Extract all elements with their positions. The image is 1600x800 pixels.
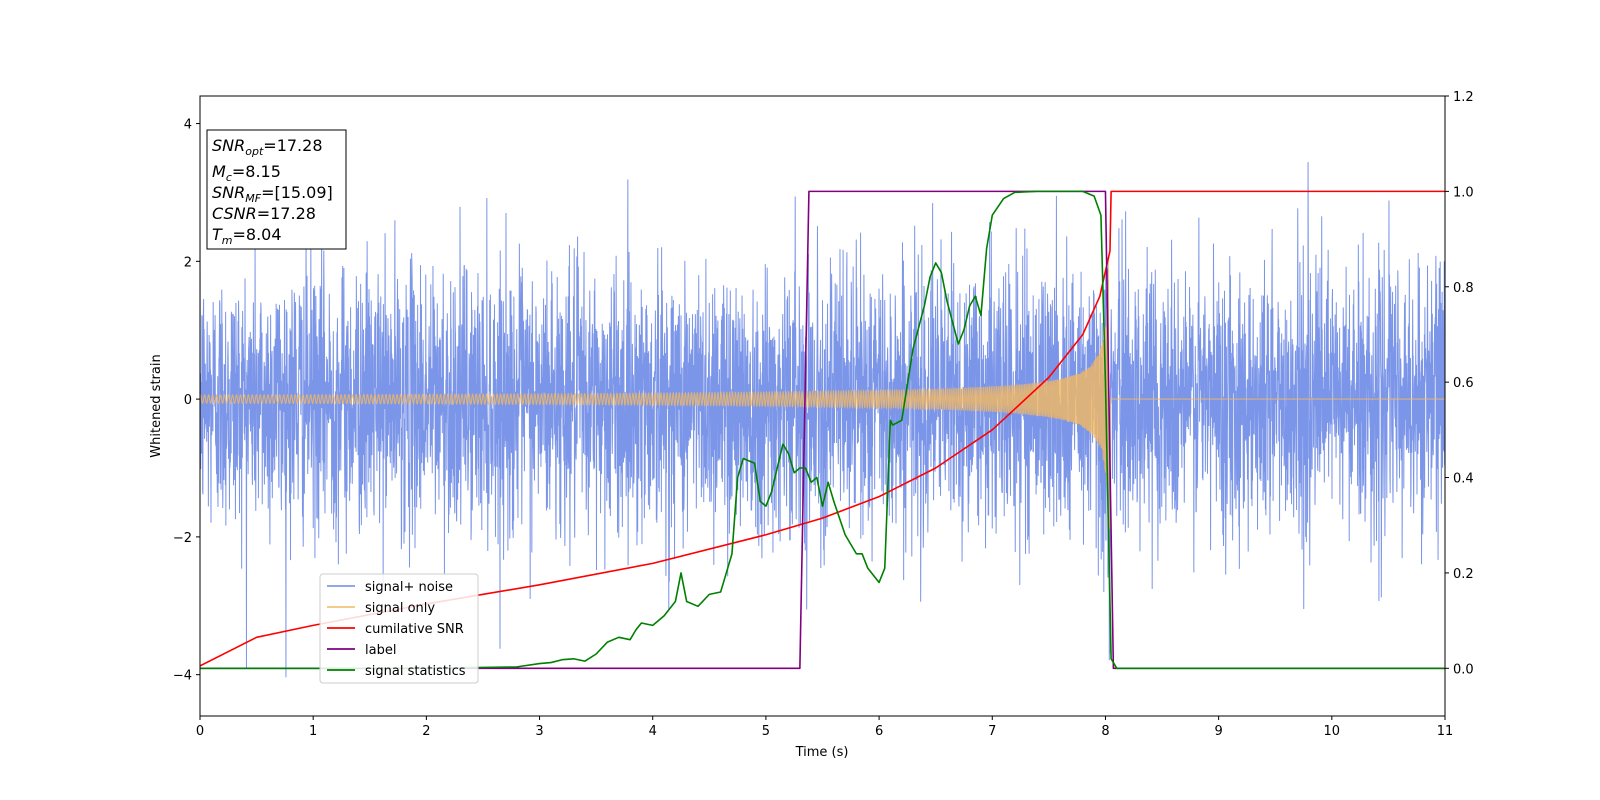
- info-line: SNRMF=[15.09]: [212, 183, 333, 205]
- x-tick-label: 9: [1214, 724, 1222, 739]
- x-tick-label: 0: [196, 724, 204, 739]
- info-symbol: SNR: [212, 183, 245, 202]
- legend-label: signal+ noise: [365, 580, 453, 595]
- x-tick-label: 6: [875, 724, 883, 739]
- info-subscript: MF: [245, 192, 261, 205]
- x-tick-label: 3: [535, 724, 543, 739]
- x-tick-label: 2: [422, 724, 430, 739]
- info-box-frame: [206, 129, 347, 250]
- info-subscript: c: [226, 171, 232, 184]
- x-axis-label: Time (s): [795, 745, 849, 760]
- y-right-tick-label: 0.0: [1453, 662, 1474, 677]
- info-subscript: opt: [245, 145, 264, 158]
- legend-item-label: label: [327, 643, 396, 658]
- y-left-tick-label: −4: [173, 669, 192, 684]
- y-right-tick-label: 1.2: [1453, 90, 1474, 105]
- y-right-tick-label: 0.8: [1453, 281, 1474, 296]
- legend-label: cumilative SNR: [365, 622, 464, 637]
- x-tick-label: 11: [1437, 724, 1454, 739]
- legend-label: signal only: [365, 601, 435, 616]
- legend-item-cumulative-snr: cumilative SNR: [327, 622, 464, 637]
- y-axis-label: Whitened strain: [149, 354, 164, 457]
- legend: signal+ noise signal only cumilative SNR la…: [319, 573, 479, 684]
- plot-frame: [199, 95, 1446, 717]
- info-value: =8.15: [232, 162, 281, 181]
- y-right-tick-label: 0.6: [1453, 376, 1474, 391]
- x-tick-label: 10: [1324, 724, 1341, 739]
- y-right-tick-label: 0.2: [1453, 567, 1474, 582]
- info-value: =17.28: [257, 204, 316, 223]
- legend-item-signal-noise: signal+ noise: [327, 580, 453, 595]
- legend-frame: [319, 573, 479, 684]
- info-line: CSNR=17.28: [212, 204, 316, 223]
- series-signal-noise-line: [200, 162, 1445, 678]
- x-tick-label: 7: [988, 724, 996, 739]
- y-left-tick-label: 4: [184, 118, 192, 133]
- x-tick-label: 1: [309, 724, 317, 739]
- info-symbol: T: [212, 225, 223, 244]
- info-value: =[15.09]: [261, 183, 333, 202]
- series-signal-only-line: [200, 262, 1445, 529]
- legend-label: label: [365, 643, 396, 658]
- y-left-tick-label: −2: [173, 531, 192, 546]
- axis-ticks: 0 1 2 3 4 5 6 7 8 9 10 11 4 2 0 −2 −4 1.2 1.0 0.8 0.6 0.4 0.2 0…: [173, 90, 1474, 739]
- x-tick-label: 8: [1101, 724, 1109, 739]
- info-subscript: m: [222, 234, 233, 247]
- y-right-tick-label: 1.0: [1453, 185, 1474, 200]
- y-left-tick-label: 2: [184, 255, 192, 270]
- y-right-tick-label: 0.4: [1453, 472, 1474, 487]
- series-signal-statistics-line: [200, 190, 1445, 670]
- info-symbol: CSNR: [212, 204, 257, 223]
- legend-label: signal statistics: [365, 664, 466, 679]
- info-symbol: M: [212, 162, 226, 181]
- x-tick-label: 4: [649, 724, 657, 739]
- info-value: =8.04: [233, 225, 282, 244]
- info-annotation-box: SNRopt=17.28Mc=8.15SNRMF=[15.09]CSNR=17.…: [206, 129, 347, 250]
- info-value: =17.28: [263, 136, 322, 155]
- legend-item-signal-statistics: signal statistics: [327, 664, 466, 679]
- info-line: Tm=8.04: [212, 225, 282, 247]
- info-line: Mc=8.15: [212, 162, 281, 184]
- x-tick-label: 5: [762, 724, 770, 739]
- info-symbol: SNR: [212, 136, 245, 155]
- y-left-tick-label: 0: [184, 393, 192, 408]
- info-line: SNRopt=17.28: [212, 136, 323, 158]
- legend-item-signal-only: signal only: [327, 601, 435, 616]
